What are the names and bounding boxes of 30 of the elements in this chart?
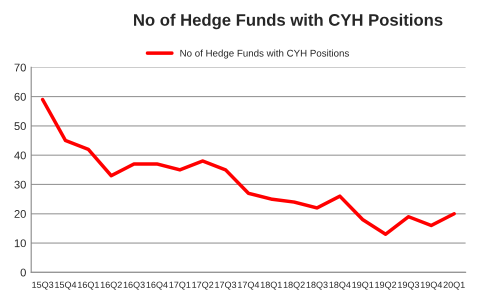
x-tick-label: 18Q1 <box>260 282 282 290</box>
x-tick-label: 17Q1 <box>169 282 190 290</box>
x-tick-label: 17Q3 <box>215 282 236 290</box>
x-tick-label: 16Q4 <box>146 282 168 290</box>
x-tick-label: 20Q1 <box>444 282 465 290</box>
x-tick-label: 19Q4 <box>420 282 442 290</box>
y-tick-label: 50 <box>14 122 26 130</box>
x-tick-label: 18Q2 <box>284 282 305 290</box>
x-tick-label: 18Q4 <box>330 282 351 290</box>
x-tick-label: 16Q3 <box>124 282 145 290</box>
x-tick-label: 15Q4 <box>55 282 76 290</box>
chart-title: No of Hedge Funds with CYH Positions <box>134 14 442 30</box>
y-tick-label: 40 <box>14 151 26 160</box>
x-tick-label: 16Q2 <box>100 282 122 290</box>
x-tick-label: 19Q1 <box>352 282 374 290</box>
y-tick-label: 0 <box>20 268 26 276</box>
line-series <box>40 98 456 236</box>
y-tick-label: 60 <box>14 92 26 101</box>
x-tick-label: 19Q3 <box>398 282 420 290</box>
y-tick-label: 70 <box>14 64 26 72</box>
y-tick-label: 10 <box>14 239 26 248</box>
x-tick-label: 15Q3 <box>32 282 54 290</box>
legend-label: No of Hedge Funds with CYH Positions <box>180 50 349 59</box>
y-tick-label: 20 <box>14 210 26 218</box>
y-tick-label: 30 <box>14 180 26 189</box>
x-tick-label: 16Q1 <box>78 282 99 290</box>
x-tick-label: 18Q3 <box>306 282 328 290</box>
x-tick-label: 17Q4 <box>238 282 260 290</box>
x-tick-label: 19Q2 <box>375 282 396 290</box>
x-tick-label: 17Q2 <box>192 282 214 290</box>
